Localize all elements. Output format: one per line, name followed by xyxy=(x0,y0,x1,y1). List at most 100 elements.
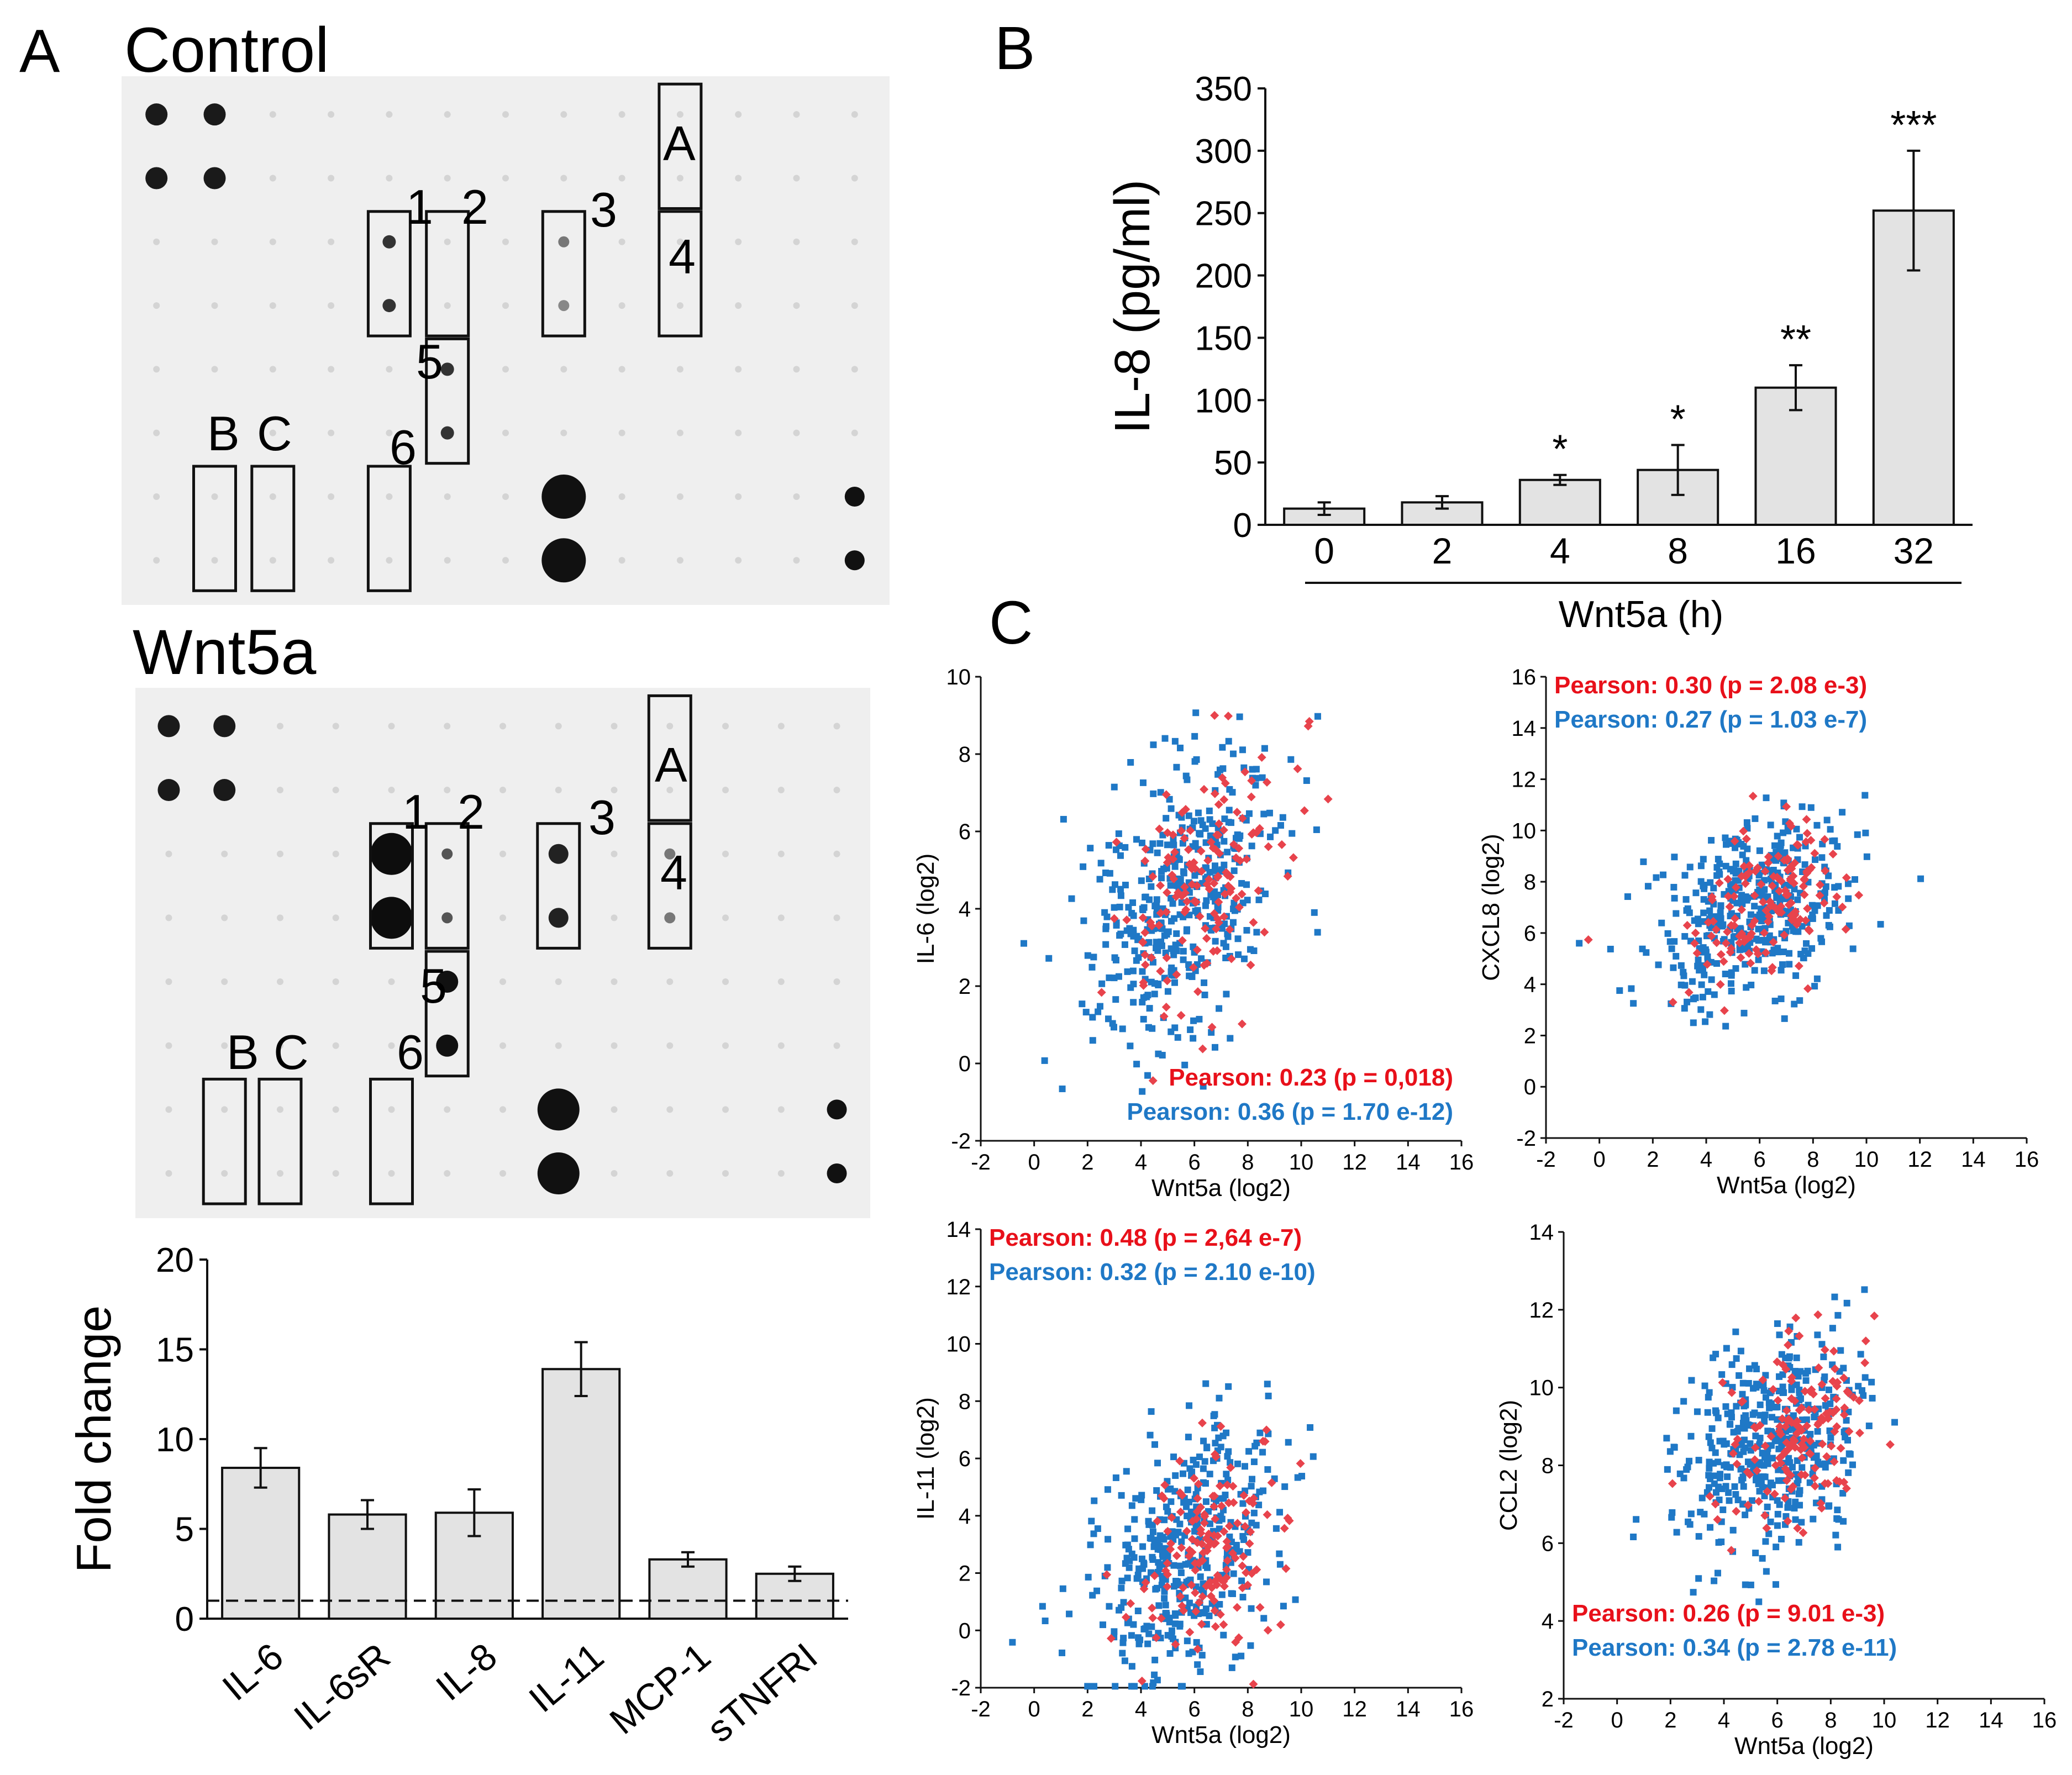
scatter-point-blue xyxy=(1658,919,1665,926)
scatter-point-blue xyxy=(1759,887,1766,894)
scatter-point-red xyxy=(1746,958,1755,968)
scatter-point-blue xyxy=(1739,851,1746,858)
scatter-point-blue xyxy=(1216,1005,1223,1012)
y-tick-label: 6 xyxy=(1524,921,1536,946)
scatter-point-red xyxy=(1807,1385,1816,1394)
scatter-point-blue xyxy=(1801,861,1808,868)
scatter-point-blue xyxy=(1111,975,1118,982)
blot-spot xyxy=(332,914,339,921)
scatter-point-blue xyxy=(1118,1604,1125,1611)
scatter-point-red xyxy=(1855,1396,1864,1405)
scatter-point-red xyxy=(1206,1592,1216,1601)
scatter-point-red xyxy=(1802,1421,1812,1431)
scatter-point-blue xyxy=(1134,1607,1142,1614)
scatter-point-blue xyxy=(1727,1421,1734,1428)
scatter-point-blue xyxy=(1699,918,1706,925)
scatter-point-blue xyxy=(1041,1057,1048,1064)
scatter-point-blue xyxy=(1705,1394,1712,1401)
scatter-point-blue xyxy=(1247,1642,1254,1649)
scatter-point-blue xyxy=(1671,894,1678,902)
blot-spot xyxy=(388,1170,395,1177)
scatter-point-blue xyxy=(1202,1380,1209,1387)
scatter-point-blue xyxy=(1576,940,1583,947)
scatter-point-blue xyxy=(1202,1498,1209,1505)
y-tick-label: 20 xyxy=(156,1241,194,1279)
blot-spot xyxy=(269,366,276,373)
category-label: 8 xyxy=(1668,530,1688,571)
scatter-point-blue xyxy=(1865,1423,1873,1430)
scatter-point-red xyxy=(1785,1444,1794,1453)
blot-spot xyxy=(145,103,168,126)
scatter-point-red xyxy=(1835,1477,1844,1486)
scatter-point-red xyxy=(1870,1312,1879,1321)
scatter-point-blue xyxy=(1185,1650,1192,1657)
blot-spot xyxy=(269,302,276,309)
scatter-point-red xyxy=(1781,1422,1790,1431)
scatter-point-blue xyxy=(1760,967,1768,975)
scatter-point-blue xyxy=(1059,1649,1066,1656)
scatter-point-red xyxy=(1193,1494,1202,1503)
scatter-point-blue xyxy=(1706,1465,1713,1472)
blot-spot xyxy=(722,1170,729,1177)
scatter-point-blue xyxy=(1827,1434,1834,1441)
scatter-point-red xyxy=(1726,947,1735,957)
blot-spot xyxy=(833,787,840,794)
scatter-point-red xyxy=(1137,1676,1147,1686)
scatter-point-red xyxy=(1194,1479,1203,1489)
scatter-point-blue xyxy=(1249,1476,1256,1483)
blot-spot xyxy=(611,914,618,921)
scatter-point-red xyxy=(1792,1420,1801,1430)
scatter-point-blue xyxy=(1752,1550,1759,1557)
scatter-point-blue xyxy=(1869,1394,1876,1402)
scatter-point-red xyxy=(1791,907,1800,917)
blot-spot xyxy=(165,1042,172,1049)
scatter-point-red xyxy=(1160,1481,1170,1490)
scatter-point-blue xyxy=(1234,1460,1242,1467)
scatter-point-blue xyxy=(1777,967,1785,974)
blot-box xyxy=(192,465,237,592)
scatter-point-blue xyxy=(1780,829,1787,836)
blot-spot xyxy=(499,914,506,921)
scatter-point-blue xyxy=(1042,1618,1049,1625)
scatter-point-blue xyxy=(1148,1408,1155,1415)
scatter-point-red xyxy=(1810,1463,1819,1473)
scatter-point-blue xyxy=(1684,905,1691,912)
scatter-point-red xyxy=(1246,960,1255,970)
scatter-point-blue xyxy=(1739,1379,1747,1387)
scatter-point-red xyxy=(1196,1525,1206,1534)
scatter-point-blue xyxy=(1155,1602,1163,1609)
scatter-point-blue xyxy=(1197,1668,1204,1676)
scatter-point-blue xyxy=(1170,841,1177,849)
scatter-point-red xyxy=(1775,1453,1784,1463)
scatter-point-blue xyxy=(1718,1538,1725,1545)
blot-spot xyxy=(332,1042,339,1049)
scatter-point-red xyxy=(1277,840,1286,849)
blot-box xyxy=(257,1077,303,1205)
scatter-point-blue xyxy=(1744,845,1751,852)
x-axis-label: Wnt5a (log2) xyxy=(1734,1732,1874,1760)
blot-spot xyxy=(153,493,160,500)
scatter-point-red xyxy=(1162,953,1171,962)
scatter-point-red xyxy=(1179,1583,1188,1592)
scatter-point-red xyxy=(1800,1471,1810,1480)
blot-spot xyxy=(722,1042,729,1049)
blot-spot xyxy=(388,1042,395,1049)
scatter-point-blue xyxy=(1182,772,1190,779)
blot-spot xyxy=(203,103,226,126)
scatter-point-blue xyxy=(1176,1520,1184,1528)
bar xyxy=(541,1368,621,1620)
blot-spot xyxy=(221,914,228,921)
scatter-point-red xyxy=(1214,800,1223,809)
x-tick-label: 8 xyxy=(1242,1150,1254,1174)
scatter-point-blue xyxy=(1736,867,1743,875)
scatter-point-red xyxy=(1224,1498,1233,1508)
scatter-point-red xyxy=(1750,1443,1760,1452)
blot-spot xyxy=(735,238,742,245)
blot-spot xyxy=(436,971,459,993)
scatter-point-red xyxy=(1818,1439,1827,1449)
y-tick-label: 12 xyxy=(1512,768,1537,792)
scatter-point-blue xyxy=(1776,1331,1783,1339)
scatter-point-red xyxy=(1804,925,1813,934)
